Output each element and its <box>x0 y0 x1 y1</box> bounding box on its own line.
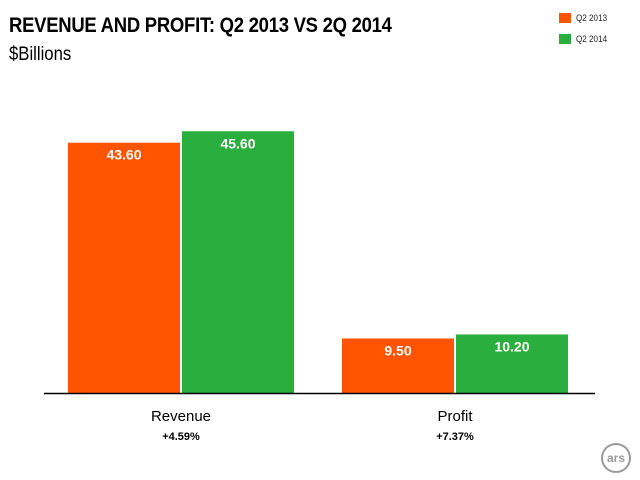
bar-value-label: 43.60 <box>106 147 141 163</box>
bar-profit-q2-2014 <box>456 334 568 393</box>
chart-title: REVENUE AND PROFIT: Q2 2013 VS 2Q 2014 <box>9 14 392 37</box>
category-change-profit: +7.37% <box>436 431 474 443</box>
legend-swatch-q2-2014 <box>559 34 571 44</box>
legend: Q2 2013 Q2 2014 <box>559 11 611 53</box>
legend-item-q2-2013: Q2 2013 <box>559 11 611 25</box>
bar-value-label: 10.20 <box>494 338 529 354</box>
bar-value-label: 45.60 <box>220 135 255 151</box>
category-label-profit: Profit <box>437 408 473 425</box>
bar-revenue-q2-2013 <box>68 142 180 393</box>
legend-label-q2-2013: Q2 2013 <box>576 13 608 23</box>
category-label-revenue: Revenue <box>151 408 211 425</box>
chart-subtitle: $Billions <box>9 44 72 65</box>
legend-swatch-q2-2013 <box>559 13 571 23</box>
bar-revenue-q2-2014 <box>182 131 294 394</box>
category-change-revenue: +4.59% <box>162 431 200 443</box>
bar-value-label: 9.50 <box>384 342 411 358</box>
bar-profit-q2-2013 <box>342 338 454 393</box>
legend-label-q2-2014: Q2 2014 <box>576 34 608 44</box>
ars-logo-icon: ars <box>601 443 631 473</box>
legend-item-q2-2014: Q2 2014 <box>559 32 611 46</box>
